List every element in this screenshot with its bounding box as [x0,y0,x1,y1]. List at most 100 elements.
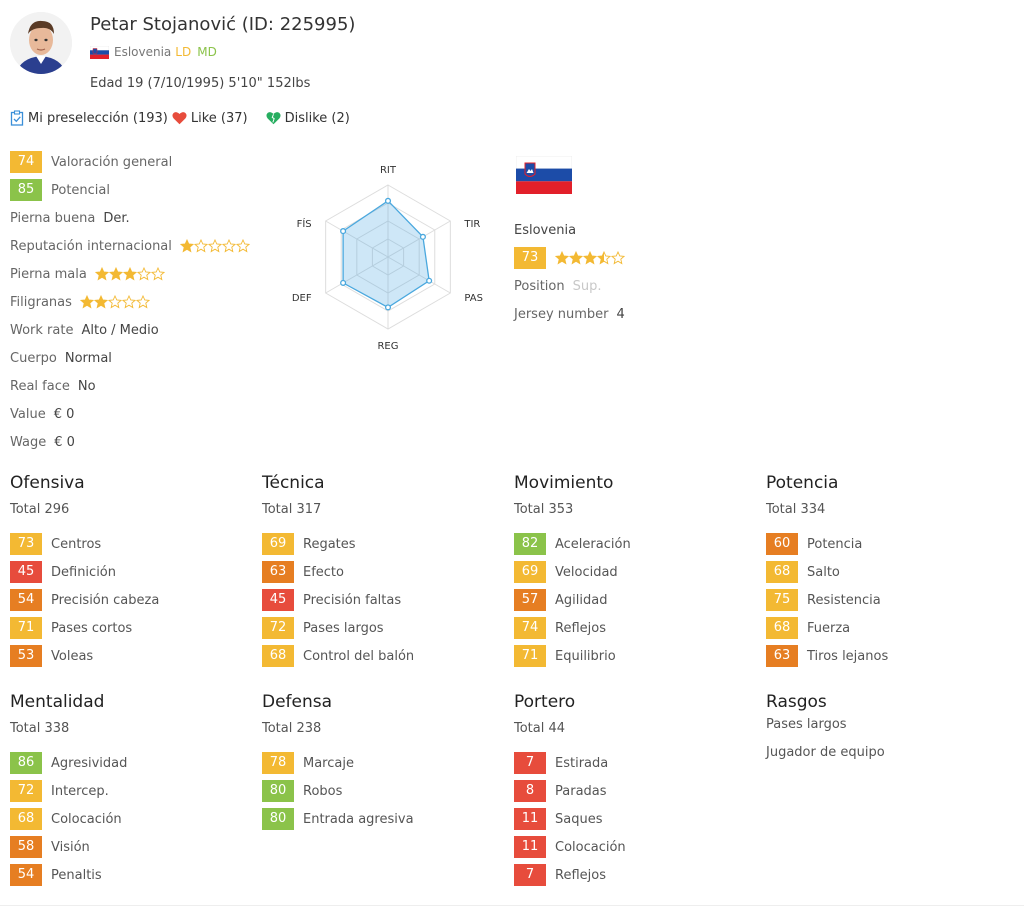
stat-row: 53 Voleas [10,642,250,670]
stat-value-badge: 54 [10,589,42,611]
real-face-row: Real face No [10,372,270,400]
radar-data-area [342,199,430,309]
stat-value-badge: 68 [10,808,42,830]
player-nation[interactable]: Eslovenia [114,45,172,59]
stat-row: 71 Pases cortos [10,614,250,642]
country-position-row: Position Sup. [514,272,714,300]
stat-row: 7 Reflejos [514,861,754,889]
stat-name: Pases cortos [51,620,133,636]
section-total: Total 44 [514,721,566,736]
potential-row: 85 Potencial [10,176,270,204]
value-label: Value [10,406,46,422]
section-total: Total 334 [766,502,826,517]
intl-rep-stars [179,239,250,253]
section-title: Movimiento [514,473,614,493]
star-icon [150,267,165,281]
section-potencia: Potencia Total 334 60 Potencia 68 Salto 75 Resi… [766,468,1006,670]
radar-data-point [384,197,392,204]
real-face-label: Real face [10,378,70,394]
star-icon [207,239,222,253]
wage-label: Wage [10,434,47,450]
skill-moves-label: Filigranas [10,294,72,310]
stat-name: Potencia [807,536,863,552]
stat-value-badge: 69 [262,533,294,555]
stat-value-badge: 71 [10,617,42,639]
stat-value-badge: 75 [766,589,798,611]
stat-value-badge: 68 [262,645,294,667]
stat-row: 68 Salto [766,558,1006,586]
stat-value-badge: 58 [10,836,42,858]
stat-value-badge: 57 [514,589,546,611]
stat-row: 68 Colocación [10,805,250,833]
potential-label: Potencial [51,182,111,198]
dislike-button[interactable]: Dislike (2) [266,111,350,126]
broken-heart-icon [266,112,281,125]
country-name[interactable]: Eslovenia [514,222,577,238]
stat-row: 80 Entrada agresiva [262,805,502,833]
stat-row: 63 Efecto [262,558,502,586]
stat-row: 8 Paradas [514,777,754,805]
star-icon [611,251,625,265]
stat-row: 72 Pases largos [262,614,502,642]
stat-name: Fuerza [807,620,851,636]
radar-axis-label: RIT [380,165,397,176]
stat-row: 11 Colocación [514,833,754,861]
stat-name: Reflejos [555,867,606,883]
preferred-foot-label: Pierna buena [10,210,96,226]
stat-name: Resistencia [807,592,881,608]
radar-axis [325,256,389,294]
stat-name: Efecto [303,564,344,580]
player-avatar [10,12,72,74]
star-icon [121,295,136,309]
player-age-line: Edad 19 (7/10/1995) 5'10" 152lbs [90,76,311,91]
stat-value-badge: 69 [514,561,546,583]
work-rate-label: Work rate [10,322,74,338]
value-row: Value € 0 [10,400,270,428]
stat-value-badge: 80 [262,808,294,830]
like-button[interactable]: Like (37) [172,111,248,126]
trait-item[interactable]: Pases largos [766,717,847,732]
stat-value-badge: 72 [262,617,294,639]
stat-value-badge: 74 [514,617,546,639]
stat-row: 73 Centros [10,530,250,558]
section-title: Ofensiva [10,473,85,493]
stat-value-badge: 80 [262,780,294,802]
stat-name: Penaltis [51,867,102,883]
shortlist-button[interactable]: Mi preselección (193) [10,110,168,126]
body-row: Cuerpo Normal [10,344,270,372]
stat-row: 54 Precisión cabeza [10,586,250,614]
stat-name: Agilidad [555,592,608,608]
star-icon [569,251,583,265]
section-mentalidad: Mentalidad Total 338 86 Agresividad 72 Interc… [10,687,250,889]
stat-row: 69 Velocidad [514,558,754,586]
preferred-foot-value: Der. [103,210,130,226]
trait-item[interactable]: Jugador de equipo [766,745,885,760]
stat-row: 58 Visión [10,833,250,861]
stat-name: Robos [303,783,343,799]
country-position-value: Sup. [572,278,602,294]
star-icon [108,267,123,281]
slovenia-flag-large-icon[interactable] [516,156,572,194]
stat-name: Regates [303,536,356,552]
heart-icon [172,112,187,125]
stat-name: Marcaje [303,755,354,771]
body-label: Cuerpo [10,350,57,366]
stat-row: 71 Equilibrio [514,642,754,670]
intl-rep-row: Reputación internacional [10,232,270,260]
stat-name: Agresividad [51,755,128,771]
stat-name: Reflejos [555,620,606,636]
stat-name: Colocación [51,811,122,827]
slovenia-flag-icon[interactable] [90,45,109,59]
stat-row: 72 Intercep. [10,777,250,805]
radar-data-point [340,228,347,235]
radar-data-point [419,233,426,240]
stat-row: 80 Robos [262,777,502,805]
player-info: 74 Valoración general 85 Potencial Piern… [10,148,270,456]
stat-value-badge: 63 [766,645,798,667]
stat-value-badge: 11 [514,808,546,830]
jersey-value: 4 [616,306,625,322]
star-icon [221,239,236,253]
star-icon [235,239,250,253]
section-title: Defensa [262,692,333,712]
star-icon [179,239,194,253]
